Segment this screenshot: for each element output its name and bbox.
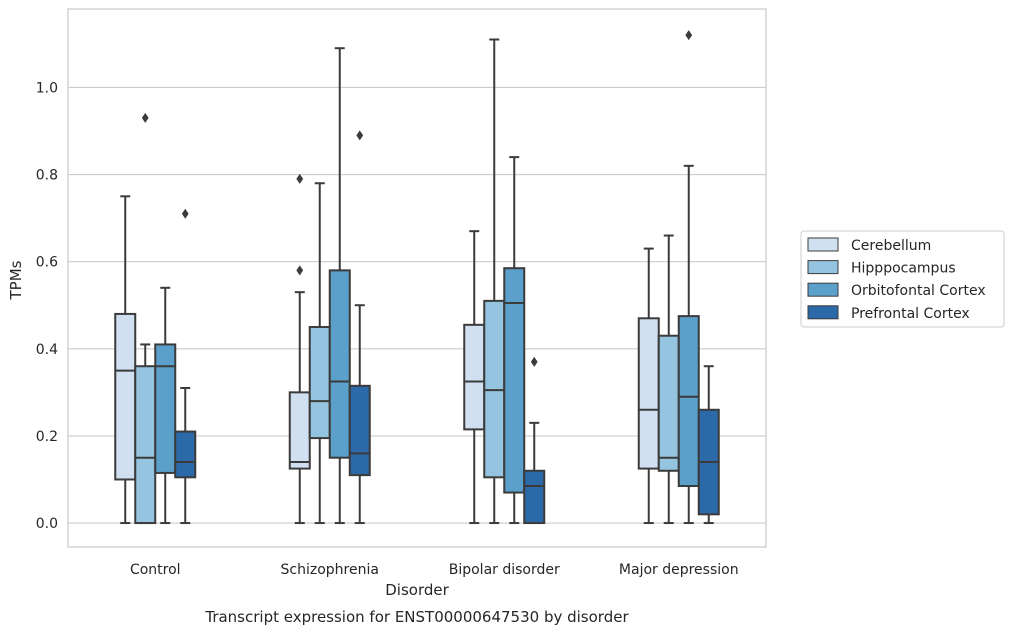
legend: Cerebellum Hipppocampus Orbitofontal Corte… — [800, 230, 1005, 328]
x-tick-label: Schizophrenia — [281, 562, 379, 578]
x-tick-label: Control — [130, 562, 181, 578]
x-tick-label: Major depression — [619, 562, 739, 578]
legend-label: Orbitofontal Cortex — [851, 283, 986, 299]
legend-item-orbitofontal-cortex: Orbitofontal Cortex — [807, 282, 986, 299]
x-tick-labels: Control Schizophrenia Bipolar disorder Majo… — [130, 562, 739, 578]
box-iqr — [174, 430, 197, 479]
legend-frame — [800, 230, 1005, 328]
y-axis-label: TPMs — [7, 260, 25, 300]
legend-label: Cerebellum — [851, 238, 931, 254]
box-bipolar-disorder-cerebellum — [463, 230, 486, 525]
outlier-point — [296, 265, 304, 276]
outlier-point — [685, 30, 693, 41]
box-iqr — [637, 317, 660, 470]
box-bipolar-disorder-prefrontal-cortex — [523, 356, 546, 525]
x-tick-label: Bipolar disorder — [449, 562, 560, 578]
y-tick-labels: 0.0 0.2 0.4 0.6 0.8 1.0 — [36, 80, 58, 532]
box-iqr — [114, 312, 137, 481]
x-axis-label: Disorder — [385, 581, 449, 599]
box-bipolar-disorder-orbitofontal-cortex — [503, 156, 526, 525]
box-iqr — [677, 315, 700, 488]
box-iqr — [154, 343, 177, 474]
box-schizophrenia-hipppocampus — [308, 182, 331, 525]
box-iqr — [483, 299, 506, 479]
box-iqr — [348, 384, 371, 477]
legend-label: Prefrontal Cortex — [851, 306, 970, 322]
outlier-point — [141, 112, 149, 123]
box-schizophrenia-cerebellum — [288, 173, 311, 525]
box-major-depression-orbitofontal-cortex — [677, 30, 700, 525]
box-major-depression-hipppocampus — [657, 234, 680, 525]
box-iqr — [503, 267, 526, 494]
legend-swatch — [807, 260, 839, 275]
legend-label: Hipppocampus — [851, 261, 956, 277]
outlier-point — [296, 173, 304, 184]
box-major-depression-prefrontal-cortex — [697, 365, 720, 525]
legend-swatch — [807, 282, 839, 297]
box-control-hipppocampus — [134, 112, 157, 525]
box-schizophrenia-orbitofontal-cortex — [328, 47, 351, 525]
y-tick-label: 0.6 — [36, 255, 58, 271]
legend-item-hipppocampus: Hipppocampus — [807, 260, 956, 277]
box-control-orbitofontal-cortex — [154, 286, 177, 525]
chart-title: Transcript expression for ENST0000064753… — [204, 608, 629, 626]
box-marks — [114, 30, 720, 525]
box-iqr — [328, 269, 351, 459]
box-iqr — [134, 365, 157, 525]
box-iqr — [288, 391, 311, 470]
y-tick-label: 0.0 — [36, 516, 58, 532]
box-major-depression-cerebellum — [637, 247, 660, 525]
y-tick-label: 1.0 — [36, 80, 58, 96]
box-iqr — [657, 334, 680, 472]
y-tick-label: 0.2 — [36, 429, 58, 445]
outlier-point — [356, 130, 364, 141]
legend-item-prefrontal-cortex: Prefrontal Cortex — [807, 305, 970, 322]
box-iqr — [523, 469, 546, 525]
box-bipolar-disorder-hipppocampus — [483, 38, 506, 525]
legend-swatch — [807, 237, 839, 252]
y-tick-label: 0.8 — [36, 168, 58, 184]
plot-area-frame — [67, 8, 767, 548]
box-schizophrenia-prefrontal-cortex — [348, 130, 371, 525]
box-iqr — [463, 323, 486, 431]
outlier-point — [181, 208, 189, 219]
box-control-cerebellum — [114, 195, 137, 525]
outlier-point — [530, 356, 538, 367]
legend-swatch — [807, 305, 839, 320]
box-control-prefrontal-cortex — [174, 208, 197, 525]
legend-item-cerebellum: Cerebellum — [807, 237, 931, 254]
box-iqr — [308, 326, 331, 440]
y-tick-label: 0.4 — [36, 342, 58, 358]
